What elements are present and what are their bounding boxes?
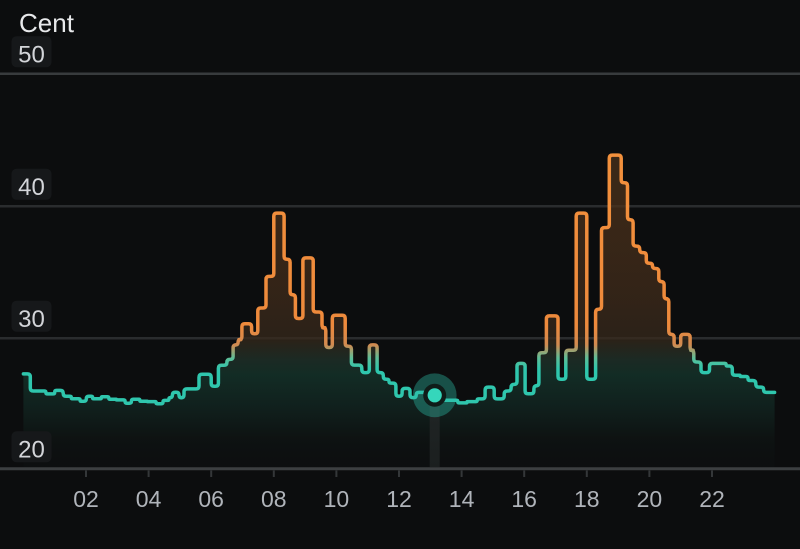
svg-text:04: 04 xyxy=(136,486,162,512)
svg-text:18: 18 xyxy=(574,486,600,512)
svg-text:06: 06 xyxy=(198,486,224,512)
svg-text:08: 08 xyxy=(261,486,287,512)
svg-text:16: 16 xyxy=(511,486,537,512)
svg-text:20: 20 xyxy=(637,486,663,512)
svg-text:10: 10 xyxy=(324,486,350,512)
svg-text:30: 30 xyxy=(18,306,45,333)
svg-text:14: 14 xyxy=(449,486,475,512)
svg-text:12: 12 xyxy=(386,486,412,512)
svg-text:50: 50 xyxy=(18,42,45,69)
svg-text:02: 02 xyxy=(73,486,99,512)
svg-text:40: 40 xyxy=(18,174,45,201)
svg-text:20: 20 xyxy=(18,437,45,464)
svg-text:22: 22 xyxy=(699,486,725,512)
svg-text:Cent: Cent xyxy=(19,8,75,38)
